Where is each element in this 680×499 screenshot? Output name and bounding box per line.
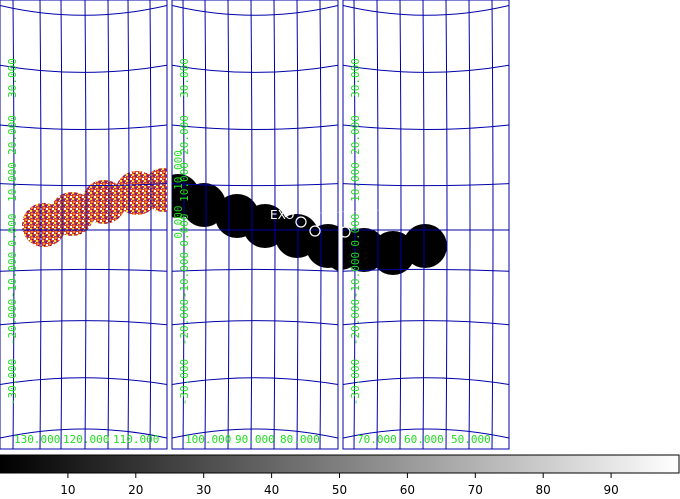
- ra-label: 100.000: [185, 433, 231, 446]
- colorbar-gradient: [0, 454, 680, 474]
- right-panel-image: [343, 224, 447, 275]
- dec-label: 10.000: [178, 162, 191, 202]
- colorbar-tick-label: 50: [332, 483, 347, 497]
- dec-label: 20.000: [6, 115, 19, 155]
- dec-label: 30.000: [6, 58, 19, 98]
- colorbar-tick-label: 70: [468, 483, 483, 497]
- dec-label: 10.000: [6, 162, 19, 202]
- ra-label: 90.000: [235, 433, 275, 446]
- dec-label: -30.000: [349, 359, 362, 405]
- colorbar-tick-label: 90: [603, 483, 618, 497]
- source-marker-2[interactable]: [309, 225, 321, 237]
- dec-label: -10.000: [178, 252, 191, 298]
- ra-label: 50.000: [451, 433, 491, 446]
- left-panel-labels: 130.000 120.000 110.000 30.000 20.000 10.000 0…: [6, 58, 159, 446]
- ra-label: 110.000: [113, 433, 159, 446]
- dec-label-extra: 10.000: [172, 150, 185, 190]
- ra-label: 120.000: [63, 433, 109, 446]
- dec-label: -10.000: [6, 252, 19, 298]
- ra-label: 130.000: [14, 433, 60, 446]
- colorbar-ticks: 10 20 30 40 50 60 70 80 90: [60, 473, 619, 497]
- ra-label: 60.000: [404, 433, 444, 446]
- right-panel-grid: [343, 0, 509, 449]
- dec-label: -30.000: [6, 359, 19, 405]
- left-panel[interactable]: 130.000 120.000 110.000 30.000 20.000 10.000 0…: [0, 0, 186, 450]
- dec-label: -20.000: [6, 299, 19, 345]
- dec-label: 30.000: [349, 58, 362, 98]
- colorbar-tick-label: 10: [60, 483, 75, 497]
- left-panel-grid: [0, 0, 167, 449]
- source-label: EXO: [270, 208, 294, 222]
- colorbar-tick-label: 60: [400, 483, 415, 497]
- dec-label: 10.000: [349, 162, 362, 202]
- colorbar-tick-label: 80: [536, 483, 551, 497]
- dec-label: 0.000: [178, 213, 191, 246]
- dec-label: 20.000: [349, 115, 362, 155]
- middle-panel[interactable]: 100.000 90.000 80.00030.00020.00010.0000.0…: [156, 0, 367, 450]
- dec-label: -10.000: [349, 252, 362, 298]
- dec-label: 0.000: [349, 213, 362, 246]
- dec-label: 20.000: [178, 115, 191, 155]
- dec-label-extra: 0.000: [172, 205, 185, 238]
- colorbar[interactable]: 10 20 30 40 50 60 70 80 90: [0, 454, 680, 497]
- dec-label: -20.000: [178, 299, 191, 345]
- colorbar-tick-label: 20: [128, 483, 143, 497]
- source-marker-3[interactable]: [339, 226, 351, 238]
- right-panel[interactable]: 70.000 60.000 50.000 30.000 20.000 10.000 0.00…: [318, 0, 510, 450]
- dec-label: -20.000: [349, 299, 362, 345]
- middle-panel-grid: [172, 0, 338, 449]
- right-panel-labels: 70.000 60.000 50.000 30.000 20.000 10.000 0.00…: [349, 58, 491, 446]
- colorbar-tick-label: 40: [264, 483, 279, 497]
- source-markers[interactable]: EXO: [270, 208, 381, 238]
- dec-label: 0.000: [6, 213, 19, 246]
- colorbar-tick-label: 30: [196, 483, 211, 497]
- dec-label: -30.000: [178, 359, 191, 405]
- left-panel-image: [22, 168, 167, 247]
- dec-label: 30.000: [178, 58, 191, 98]
- ra-label: 70.000: [357, 433, 397, 446]
- ra-label: 80.000: [280, 433, 320, 446]
- source-marker-1[interactable]: [295, 216, 307, 228]
- middle-panel-labels: 100.000 90.000 80.00030.00020.00010.0000.0…: [172, 58, 320, 446]
